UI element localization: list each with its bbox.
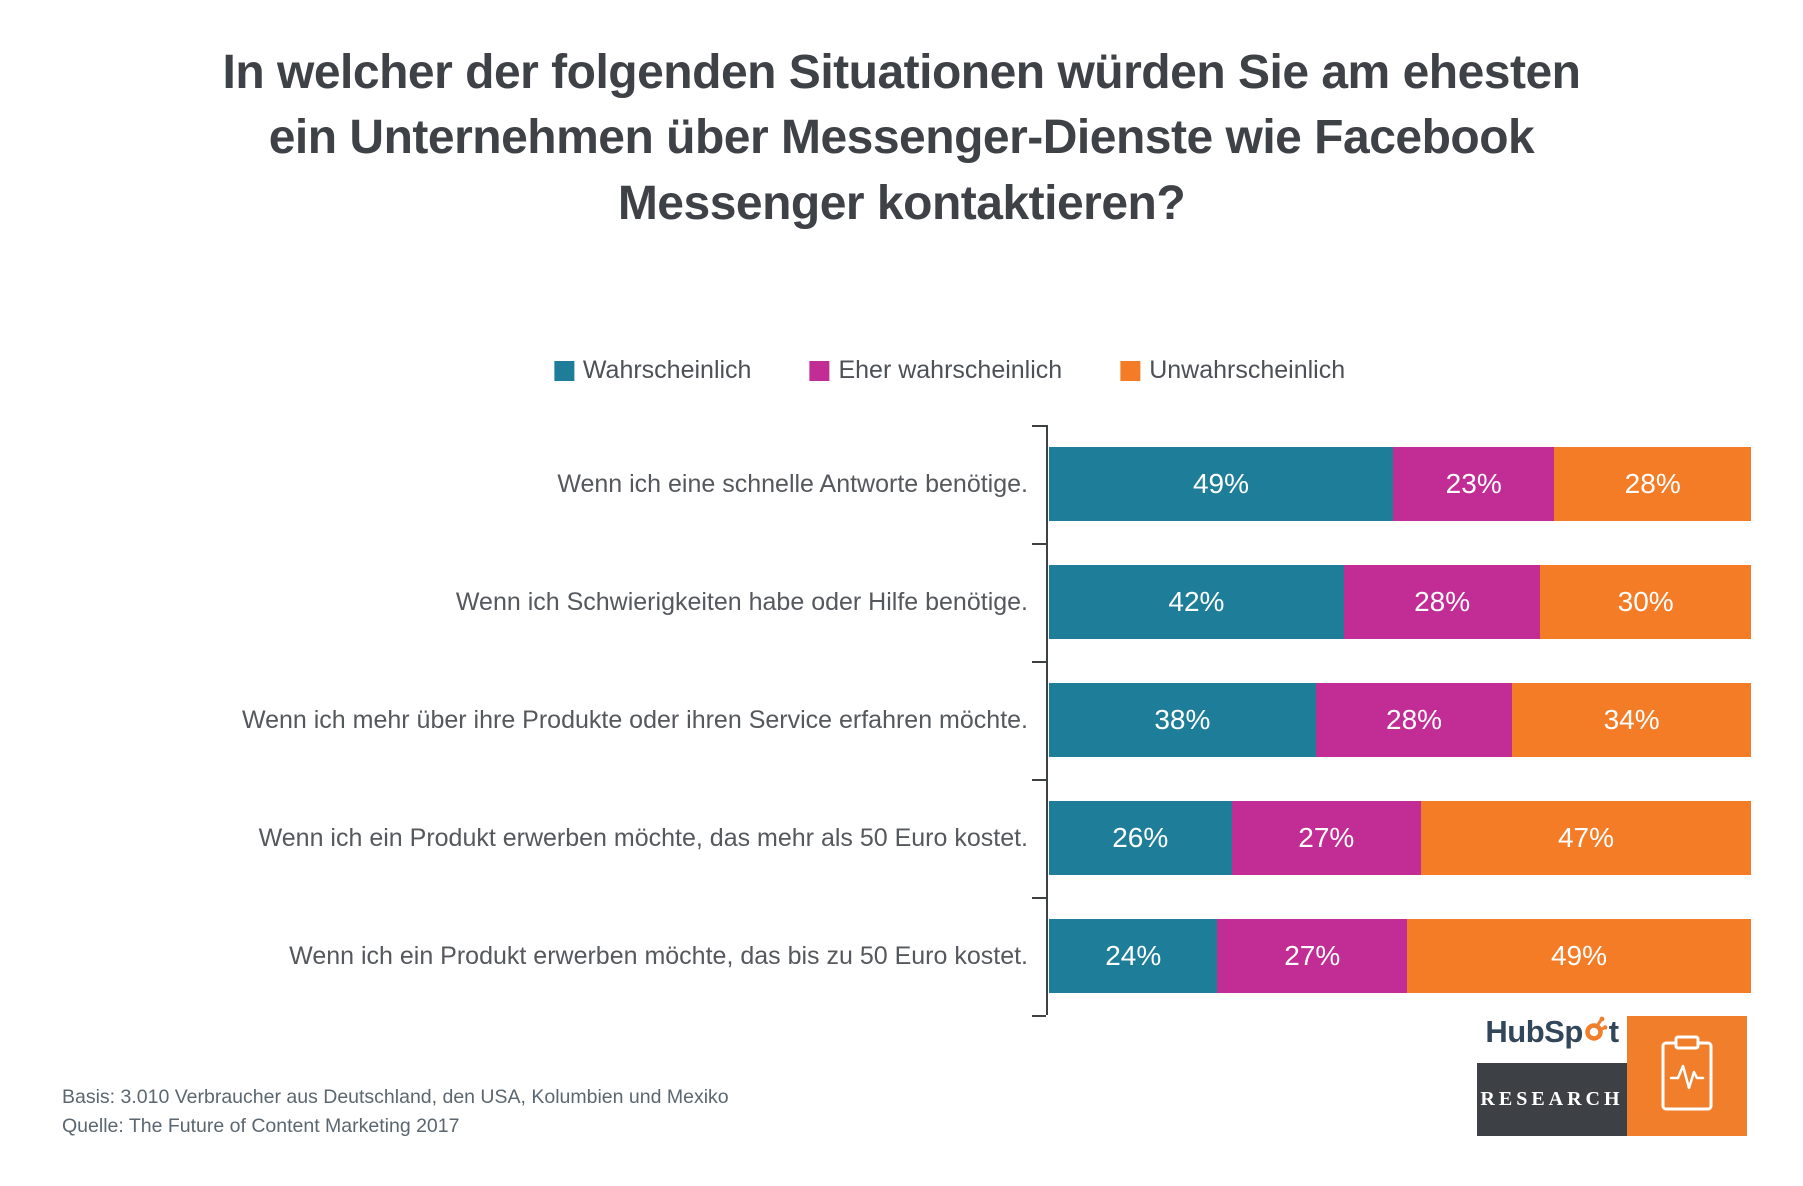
legend-swatch-icon bbox=[809, 360, 830, 381]
value-label: 28% bbox=[1624, 468, 1681, 499]
hubspot-research-logo: HubSp t RESEARCH bbox=[1477, 1010, 1747, 1136]
bar-segment-unwahrscheinlich: 47% bbox=[1421, 801, 1751, 875]
chart-legend: Wahrscheinlich Eher wahrscheinlich Unwahrs… bbox=[553, 356, 1345, 385]
bar-stack: 42% 28% 30% bbox=[1049, 565, 1751, 639]
bar-segment-unwahrscheinlich: 30% bbox=[1540, 565, 1751, 639]
bar-segment-wahrscheinlich: 49% bbox=[1049, 447, 1393, 521]
legend-item-2: Eher wahrscheinlich bbox=[809, 356, 1062, 385]
axis-tick bbox=[1032, 543, 1046, 545]
hubspot-wordmark: HubSp t bbox=[1477, 1014, 1627, 1050]
value-label: 34% bbox=[1603, 704, 1660, 735]
basis-text: Basis: 3.010 Verbraucher aus Deutschland… bbox=[62, 1086, 729, 1108]
chart-row: Wenn ich ein Produkt erwerben möchte, da… bbox=[0, 779, 1803, 897]
chart-row: Wenn ich mehr über ihre Produkte oder ih… bbox=[0, 661, 1803, 779]
axis-tick bbox=[1032, 661, 1046, 663]
chart-title-line-2: ein Unternehmen über Messenger-Dienste w… bbox=[268, 111, 1535, 165]
bar-segment-eher-wahrscheinlich: 28% bbox=[1343, 565, 1541, 639]
bar-segment-eher-wahrscheinlich: 27% bbox=[1231, 801, 1422, 875]
value-label: 38% bbox=[1154, 704, 1211, 735]
bar-segment-eher-wahrscheinlich: 28% bbox=[1315, 683, 1513, 757]
value-label: 26% bbox=[1112, 822, 1169, 853]
source-note: Basis: 3.010 Verbraucher aus Deutschland… bbox=[62, 1083, 729, 1142]
bar-segment-eher-wahrscheinlich: 27% bbox=[1217, 919, 1407, 993]
category-label: Wenn ich ein Produkt erwerben möchte, da… bbox=[258, 823, 1028, 852]
value-label: 28% bbox=[1414, 586, 1471, 617]
value-label: 42% bbox=[1168, 586, 1225, 617]
bar-segment-wahrscheinlich: 24% bbox=[1049, 919, 1218, 993]
stacked-bar-chart: Wenn ich eine schnelle Antworte benötige… bbox=[0, 425, 1803, 1017]
value-label: 28% bbox=[1386, 704, 1443, 735]
value-label: 49% bbox=[1550, 940, 1607, 971]
chart-row: Wenn ich ein Produkt erwerben möchte, da… bbox=[0, 897, 1803, 1015]
value-label: 49% bbox=[1192, 468, 1249, 499]
axis-tick bbox=[1032, 897, 1046, 899]
legend-item-3: Unwahrscheinlich bbox=[1120, 356, 1345, 385]
legend-label: Unwahrscheinlich bbox=[1149, 356, 1346, 384]
hubspot-wordmark-prefix: HubSp bbox=[1485, 1014, 1583, 1049]
quelle-text: Quelle: The Future of Content Marketing … bbox=[62, 1115, 460, 1138]
axis-tick bbox=[1032, 425, 1046, 427]
category-label: Wenn ich Schwierigkeiten habe oder Hilfe… bbox=[455, 587, 1028, 616]
bar-segment-unwahrscheinlich: 28% bbox=[1554, 447, 1751, 521]
legend-item-1: Wahrscheinlich bbox=[553, 356, 752, 385]
bar-stack: 26% 27% 47% bbox=[1049, 801, 1751, 875]
value-label: 27% bbox=[1298, 822, 1355, 853]
legend-label: Eher wahrscheinlich bbox=[838, 356, 1063, 384]
axis-tick bbox=[1032, 1015, 1046, 1017]
chart-title: In welcher der folgenden Situationen wür… bbox=[0, 40, 1803, 236]
bar-stack: 49% 23% 28% bbox=[1049, 447, 1751, 521]
value-label: 23% bbox=[1445, 468, 1502, 499]
value-label: 24% bbox=[1105, 940, 1162, 971]
bar-segment-eher-wahrscheinlich: 23% bbox=[1392, 447, 1555, 521]
chart-title-line-3: Messenger kontaktieren? bbox=[617, 176, 1186, 230]
hubspot-sprocket-icon bbox=[1584, 1014, 1608, 1050]
clipboard-chart-icon bbox=[1627, 1016, 1747, 1136]
chart-row: Wenn ich eine schnelle Antworte benötige… bbox=[0, 425, 1803, 543]
legend-swatch-icon bbox=[1120, 360, 1141, 381]
bar-segment-unwahrscheinlich: 34% bbox=[1512, 683, 1751, 757]
research-label: RESEARCH bbox=[1477, 1063, 1627, 1136]
chart-title-line-1: In welcher der folgenden Situationen wür… bbox=[222, 46, 1581, 99]
value-label: 47% bbox=[1557, 822, 1615, 853]
value-label: 27% bbox=[1284, 940, 1341, 971]
hubspot-wordmark-suffix: t bbox=[1608, 1014, 1619, 1049]
category-label: Wenn ich eine schnelle Antworte benötige… bbox=[557, 469, 1028, 498]
bar-segment-wahrscheinlich: 38% bbox=[1049, 683, 1316, 757]
category-axis-line bbox=[1046, 425, 1048, 1015]
bar-stack: 38% 28% 34% bbox=[1049, 683, 1751, 757]
chart-row: Wenn ich Schwierigkeiten habe oder Hilfe… bbox=[0, 543, 1803, 661]
legend-label: Wahrscheinlich bbox=[582, 356, 752, 384]
value-label: 30% bbox=[1617, 586, 1674, 617]
category-label: Wenn ich ein Produkt erwerben möchte, da… bbox=[289, 941, 1028, 970]
bar-segment-wahrscheinlich: 42% bbox=[1049, 565, 1344, 639]
bar-segment-wahrscheinlich: 26% bbox=[1049, 801, 1232, 875]
bar-stack: 24% 27% 49% bbox=[1049, 919, 1751, 993]
category-label: Wenn ich mehr über ihre Produkte oder ih… bbox=[241, 705, 1028, 734]
legend-swatch-icon bbox=[553, 360, 574, 381]
axis-tick bbox=[1032, 779, 1046, 781]
bar-segment-unwahrscheinlich: 49% bbox=[1407, 919, 1751, 993]
